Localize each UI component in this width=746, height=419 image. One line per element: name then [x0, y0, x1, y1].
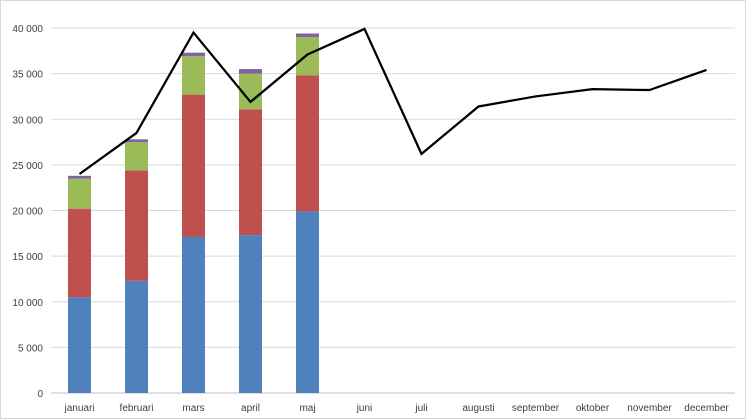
x-tick-label: februari: [120, 403, 154, 414]
bar-segment: [182, 52, 205, 57]
y-tick-label: 10 000: [12, 298, 43, 309]
bar-segment: [68, 175, 91, 179]
x-tick-label: november: [627, 403, 672, 414]
y-tick-label: 5 000: [18, 343, 43, 354]
stacked-bars: [68, 33, 319, 393]
bar-segment: [182, 56, 205, 95]
bar-segment: [125, 139, 148, 143]
x-tick-label: april: [241, 403, 260, 414]
bar-segment: [68, 208, 91, 298]
bar-segment: [239, 235, 262, 393]
line-series-path: [78, 27, 707, 175]
bar-segment: [296, 33, 319, 38]
y-tick-label: 0: [37, 389, 43, 400]
bar-segment: [296, 211, 319, 393]
y-tick-label: 35 000: [12, 70, 43, 81]
x-tick-label: augusti: [462, 403, 494, 414]
gridlines: [51, 27, 735, 394]
bar-segment: [125, 280, 148, 393]
y-tick-label: 25 000: [12, 161, 43, 172]
y-tick-label: 15 000: [12, 252, 43, 263]
x-axis-tick-labels: januari februari mars april maj juni juli augus…: [63, 403, 729, 414]
x-tick-label: maj: [299, 403, 315, 414]
x-tick-label: december: [684, 403, 729, 414]
y-tick-label: 30 000: [12, 115, 43, 126]
x-tick-label: september: [512, 403, 560, 414]
bar-segment: [239, 73, 262, 110]
x-tick-label: juli: [414, 403, 427, 414]
x-tick-label: januari: [63, 403, 94, 414]
bar-segment: [182, 236, 205, 393]
bar-segment: [125, 142, 148, 171]
bar-segment: [68, 178, 91, 209]
y-tick-label: 20 000: [12, 207, 43, 218]
line-series: [78, 27, 707, 175]
x-tick-label: juni: [356, 403, 373, 414]
y-axis-tick-labels: 0 5 000 10 000 15 000 20 000 25 000 30 000 35 0…: [12, 24, 43, 400]
bar-segment: [125, 170, 148, 281]
bar-segment: [296, 37, 319, 76]
y-tick-label: 40 000: [12, 24, 43, 35]
bar-segment: [182, 94, 205, 237]
x-tick-label: oktober: [576, 403, 610, 414]
bar-segment: [239, 69, 262, 74]
bar-segment: [296, 75, 319, 212]
x-tick-label: mars: [182, 403, 204, 414]
bar-segment: [68, 297, 91, 393]
bar-segment: [239, 109, 262, 236]
